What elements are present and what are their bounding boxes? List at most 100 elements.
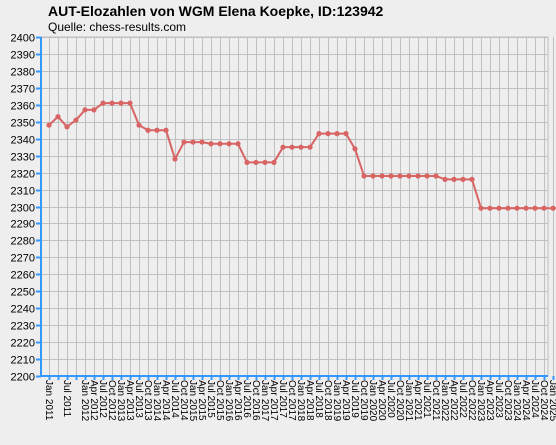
data-point	[127, 100, 133, 106]
x-tick-label: Apr 2015	[196, 380, 207, 421]
data-point	[244, 159, 250, 166]
x-tick-label: Jan 2020	[367, 380, 378, 422]
x-tick-label: Jul 2021	[421, 380, 432, 418]
grid-lines	[40, 36, 554, 377]
data-point	[343, 131, 349, 137]
x-tick-label: Jul 2018	[313, 380, 324, 418]
data-point	[514, 205, 520, 211]
data-point	[406, 173, 412, 179]
y-tick-label: 2380	[11, 67, 35, 79]
x-tick-label: Jan 2014	[151, 380, 162, 422]
data-point	[82, 107, 88, 113]
x-tick-label: Jul 2013	[133, 380, 144, 418]
data-point	[136, 122, 142, 128]
x-tick-label: Oct 2014	[178, 380, 189, 421]
data-point	[145, 127, 151, 133]
data-point	[352, 146, 358, 152]
x-tick-label: Jan 2024	[511, 380, 522, 422]
x-tick-label: Jan 2016	[223, 380, 234, 422]
x-tick-label: Oct 2015	[214, 380, 225, 421]
x-tick-label: Oct 2018	[322, 380, 333, 421]
y-tick-label: 2250	[11, 287, 35, 299]
x-tick-label: Oct 2012	[106, 380, 117, 421]
x-tick-label: Oct 2017	[286, 380, 297, 421]
chart-title: AUT-Elozahlen von WGM Elena Koepke, ID:1…	[48, 3, 384, 19]
x-tick-label: Jan 2013	[115, 380, 126, 422]
data-point	[199, 139, 205, 145]
x-tick-label: Apr 2024	[520, 380, 531, 421]
x-tick-label: Apr 2023	[484, 380, 495, 421]
x-tick-label: Jul 2011	[61, 380, 72, 418]
x-tick-label: Jul 2020	[385, 380, 396, 418]
data-point	[370, 173, 376, 179]
y-tick-label: 2280	[11, 236, 35, 248]
elo-line	[48, 102, 556, 210]
x-tick-label: Apr 2013	[124, 380, 135, 421]
chart-subtitle: Quelle: chess-results.com	[48, 20, 187, 34]
data-point	[280, 144, 286, 150]
data-point	[532, 205, 538, 211]
x-tick-label: Jan 2023	[475, 380, 486, 422]
data-point	[469, 176, 475, 182]
x-tick-label: Jul 2012	[97, 380, 108, 418]
x-tick-label: Apr 2017	[268, 380, 279, 421]
data-point	[154, 127, 160, 133]
data-point	[100, 100, 106, 106]
x-tick-label: Apr 2016	[232, 380, 243, 421]
x-tick-label: Oct 2016	[250, 380, 261, 421]
y-tick-label: 2330	[11, 152, 35, 164]
y-tick-label: 2350	[11, 118, 35, 130]
data-point	[298, 144, 304, 150]
y-tick-labels: 2200 2210 2220 2230 2240 2250 2260 2270 2280 2290…	[11, 33, 35, 384]
data-point	[109, 100, 115, 106]
data-point	[505, 205, 511, 211]
data-point	[253, 159, 259, 166]
x-tick-label: Jan 2022	[439, 380, 450, 422]
x-tick-label: Apr 2022	[448, 380, 459, 421]
y-tick-label: 2310	[11, 186, 35, 198]
data-point	[190, 139, 196, 145]
x-tick-label: Jul 2016	[241, 380, 252, 418]
x-tick-label: Jan 2025	[547, 380, 556, 422]
data-point	[208, 141, 214, 147]
y-tick-label: 2320	[11, 169, 35, 181]
data-point	[226, 141, 232, 147]
x-tick-label: Jan 2019	[331, 380, 342, 422]
x-tick-label: Oct 2024	[538, 380, 549, 421]
data-point	[235, 141, 241, 147]
x-tick-label: Jan 2015	[187, 380, 198, 422]
data-point	[523, 205, 529, 211]
x-tick-label: Jan 2018	[295, 380, 306, 422]
data-point	[217, 141, 223, 147]
y-tick-label: 2230	[11, 321, 35, 333]
x-tick-label: Oct 2022	[466, 380, 477, 421]
data-point	[478, 205, 484, 211]
x-tick-label: Jul 2024	[529, 380, 540, 418]
data-point	[55, 114, 61, 120]
data-point	[181, 139, 187, 145]
x-tick-label: Jul 2022	[457, 380, 468, 418]
data-point	[433, 173, 439, 179]
x-tick-label: Oct 2019	[358, 380, 369, 421]
y-tick-label: 2400	[11, 33, 35, 45]
x-tick-label: Oct 2021	[430, 380, 441, 421]
data-point	[262, 159, 268, 166]
data-point	[289, 144, 295, 150]
data-point	[64, 124, 70, 130]
data-point	[388, 173, 394, 179]
y-tick-label: 2300	[11, 203, 35, 215]
x-tick-label: Jul 2017	[277, 380, 288, 418]
y-tick-label: 2360	[11, 101, 35, 113]
x-tick-label: Apr 2014	[160, 380, 171, 421]
y-tick-label: 2200	[11, 372, 35, 384]
data-point	[172, 156, 178, 162]
x-tick-label: Jul 2023	[493, 380, 504, 418]
x-tick-label: Jan 2021	[403, 380, 414, 422]
x-tick-label: Jan 2012	[79, 380, 90, 422]
data-point	[334, 131, 340, 137]
y-tick-label: 2340	[11, 135, 35, 147]
data-point	[451, 176, 457, 182]
data-point	[424, 173, 430, 179]
x-tick-label: Apr 2019	[340, 380, 351, 421]
